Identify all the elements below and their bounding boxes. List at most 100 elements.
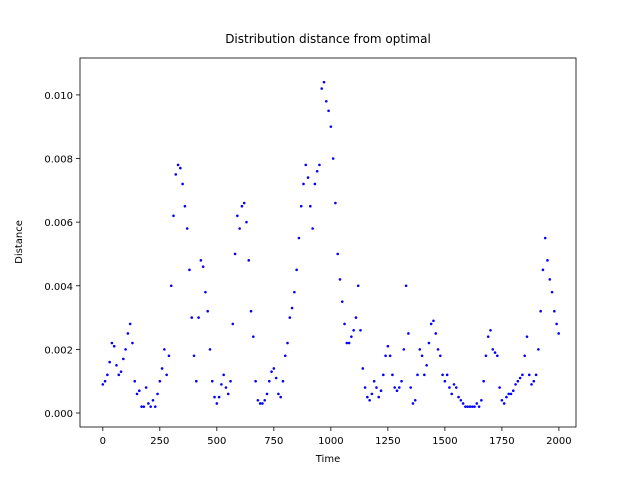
point [249, 309, 253, 313]
point [115, 363, 118, 367]
point [160, 367, 164, 370]
point [224, 386, 228, 389]
point [286, 341, 289, 345]
point [135, 392, 139, 396]
point [445, 373, 449, 377]
point [238, 227, 241, 230]
point [172, 214, 175, 218]
point [509, 392, 513, 396]
point [222, 373, 225, 377]
point [151, 398, 155, 402]
point [201, 265, 205, 268]
point [340, 300, 344, 303]
x-tick-label: 1250 [375, 436, 400, 447]
point [302, 182, 305, 186]
point [537, 348, 540, 351]
x-tick-label: 750 [264, 436, 283, 447]
point [240, 204, 244, 208]
point [527, 373, 531, 377]
point [261, 402, 264, 405]
point [119, 370, 123, 373]
x-tick-label: 250 [150, 436, 169, 447]
point [252, 335, 255, 338]
point [532, 379, 536, 383]
point [359, 328, 362, 332]
point [309, 204, 312, 208]
point [144, 386, 148, 389]
point [379, 389, 383, 393]
point [181, 182, 184, 186]
point [124, 348, 127, 351]
point [197, 316, 200, 319]
point [429, 322, 433, 326]
point [498, 386, 501, 389]
point [174, 173, 178, 176]
x-tick-label: 2000 [546, 436, 571, 447]
point [165, 373, 168, 377]
point [382, 373, 385, 377]
point [327, 109, 330, 113]
point [459, 398, 463, 402]
y-axis-label: Distance [14, 220, 25, 264]
point [489, 328, 492, 332]
point [299, 204, 303, 208]
point [274, 376, 278, 380]
point [434, 332, 438, 335]
point [324, 99, 328, 103]
point [270, 370, 273, 373]
point [420, 354, 424, 358]
point [423, 373, 426, 377]
point [418, 348, 422, 351]
point [231, 322, 235, 326]
point [137, 389, 141, 393]
point [215, 402, 219, 405]
point [555, 322, 558, 326]
point [548, 278, 552, 281]
point [534, 373, 538, 377]
point [204, 290, 207, 294]
y-tick-label: 0.008 [44, 155, 73, 166]
point [425, 363, 428, 367]
point [336, 252, 339, 256]
point [413, 398, 417, 402]
point [304, 163, 308, 167]
point [192, 354, 196, 358]
point [279, 395, 282, 399]
point [315, 169, 319, 173]
point [493, 351, 497, 354]
point [416, 373, 419, 377]
point [334, 201, 337, 205]
point [457, 395, 460, 399]
point [397, 386, 401, 389]
point [384, 354, 387, 358]
point [140, 405, 143, 408]
point [557, 332, 560, 335]
point [546, 259, 549, 262]
chart-title: Distribution distance from optimal [225, 32, 431, 46]
point [550, 290, 554, 294]
point [441, 373, 444, 377]
point [400, 379, 403, 383]
point [167, 354, 171, 358]
point [281, 379, 285, 383]
point [208, 348, 212, 351]
x-tick-label: 1750 [489, 436, 514, 447]
point [190, 316, 194, 319]
point [106, 373, 109, 377]
point [500, 398, 504, 402]
point [361, 367, 365, 370]
point [466, 405, 469, 408]
point [169, 284, 173, 288]
point [432, 319, 435, 323]
point [530, 383, 533, 386]
point [245, 220, 248, 224]
point [117, 373, 121, 377]
point [331, 157, 335, 160]
point [407, 332, 410, 335]
point [322, 80, 326, 84]
plot-frame [79, 57, 577, 428]
point [345, 341, 349, 345]
point [229, 379, 232, 383]
